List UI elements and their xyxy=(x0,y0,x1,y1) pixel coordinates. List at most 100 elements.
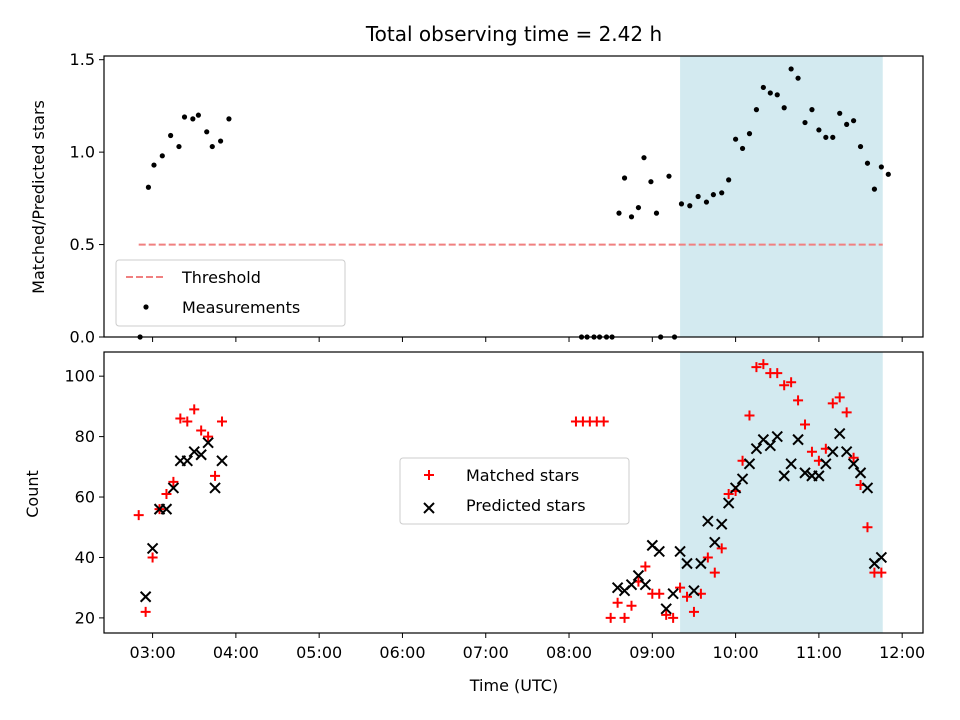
matched-star-point xyxy=(196,425,207,436)
measurement-point xyxy=(145,184,152,190)
measurement-point xyxy=(788,66,794,72)
matched-star-point xyxy=(605,612,616,623)
bottom-y-tick-label: 80 xyxy=(75,427,95,446)
predicted-star-point xyxy=(160,503,173,515)
predicted-star-point xyxy=(216,455,228,467)
measurement-point xyxy=(687,203,693,209)
matched-star-point xyxy=(140,606,151,617)
measurement-point xyxy=(816,127,822,133)
matched-star-point xyxy=(147,552,158,563)
matched-star-point xyxy=(688,606,699,617)
bottom-highlight-span xyxy=(680,352,883,633)
matched-star-point xyxy=(216,416,227,427)
measurement-point xyxy=(710,192,716,198)
predicted-star-point xyxy=(709,536,721,549)
predicted-star-point xyxy=(750,442,763,455)
top-y-tick-label: 0.0 xyxy=(70,328,95,347)
measurement-point xyxy=(151,162,157,168)
predicted-star-point xyxy=(792,433,804,446)
top-legend: Threshold Measurements xyxy=(115,259,346,327)
measurement-point xyxy=(635,204,642,211)
matched-star-point xyxy=(203,431,214,442)
measurement-point xyxy=(746,131,753,137)
measurement-point xyxy=(781,105,787,111)
measurement-point xyxy=(616,210,622,216)
measurement-point xyxy=(767,90,773,96)
predicted-star-point xyxy=(722,497,735,509)
bottom-legend-box xyxy=(399,457,630,525)
measurement-point xyxy=(795,75,801,81)
measurement-point xyxy=(226,116,232,122)
predicted-star-point xyxy=(820,458,832,470)
predicted-star-point xyxy=(146,542,159,555)
measurement-point xyxy=(864,160,871,166)
x-tick-label: 08:00 xyxy=(546,643,592,662)
predicted-star-point xyxy=(847,458,860,470)
matched-star-point xyxy=(675,582,686,593)
measurement-point xyxy=(739,145,746,152)
predicted-star-point xyxy=(167,482,180,494)
predicted-star-point xyxy=(702,515,714,527)
x-tick-label: 04:00 xyxy=(213,643,259,662)
matched-star-point xyxy=(612,597,623,608)
measurement-point xyxy=(830,134,836,140)
matched-star-point xyxy=(182,416,193,427)
bottom-y-tick-label: 40 xyxy=(75,548,95,567)
legend-measurements-label: Measurements xyxy=(182,298,300,317)
predicted-star-point xyxy=(799,467,811,479)
measurement-point xyxy=(168,132,174,139)
matched-star-point xyxy=(210,470,221,481)
predicted-star-point xyxy=(139,591,152,603)
x-tick-label: 07:00 xyxy=(463,643,509,662)
measurement-point xyxy=(695,193,701,200)
predicted-star-point xyxy=(813,470,825,482)
matched-star-point xyxy=(751,362,762,373)
matched-star-point xyxy=(682,591,693,602)
top-panel: 0.0 0.5 1.0 1.5 Threshold Measurements xyxy=(70,50,924,347)
measurement-point xyxy=(159,153,165,159)
predicted-star-point xyxy=(667,588,679,600)
matched-star-point xyxy=(723,489,734,500)
x-tick-label: 03:00 xyxy=(130,643,176,662)
predicted-star-point xyxy=(736,473,749,485)
matched-star-point xyxy=(800,419,811,430)
predicted-star-point xyxy=(834,427,846,440)
predicted-star-point xyxy=(632,569,645,582)
matched-star-point xyxy=(758,359,769,370)
predicted-star-point xyxy=(778,470,790,482)
top-highlight-span xyxy=(680,56,883,337)
matched-star-point xyxy=(806,446,817,457)
chart-title: Total observing time = 2.42 h xyxy=(365,22,662,46)
measurement-point xyxy=(726,177,732,183)
matched-star-point xyxy=(848,452,859,463)
predicted-star-point xyxy=(771,430,783,443)
matched-star-point xyxy=(841,407,852,418)
matched-star-point xyxy=(709,567,720,578)
predicted-star-point xyxy=(681,557,693,570)
measurement-point xyxy=(628,214,635,220)
measurement-point xyxy=(204,129,210,135)
measurement-point xyxy=(823,134,829,140)
legend-measurements-swatch xyxy=(143,304,149,310)
predicted-star-point xyxy=(660,603,672,615)
matched-star-point xyxy=(834,392,845,403)
measurement-point xyxy=(774,92,780,98)
matched-star-point xyxy=(862,522,873,533)
x-tick-label: 11:00 xyxy=(796,643,842,662)
matched-star-point xyxy=(640,561,651,572)
matched-star-point xyxy=(598,416,609,427)
x-tick-label: 05:00 xyxy=(296,643,342,662)
measurement-point xyxy=(844,121,850,128)
bottom-panel: 20 40 60 80 100 03:00 04:00 05:00 06:00 07:00 08:0… xyxy=(64,351,925,662)
matched-star-point xyxy=(161,489,172,500)
matched-star-point xyxy=(827,398,838,409)
measurement-point xyxy=(703,199,710,205)
predicted-star-point xyxy=(181,455,193,467)
predicted-star-point xyxy=(729,482,742,494)
measurement-point xyxy=(837,110,843,116)
measurement-point xyxy=(190,116,196,122)
legend-predicted-swatch xyxy=(423,502,435,514)
measurement-point xyxy=(641,155,647,161)
x-tick-label: 10:00 xyxy=(713,643,759,662)
predicted-star-point xyxy=(209,482,221,494)
